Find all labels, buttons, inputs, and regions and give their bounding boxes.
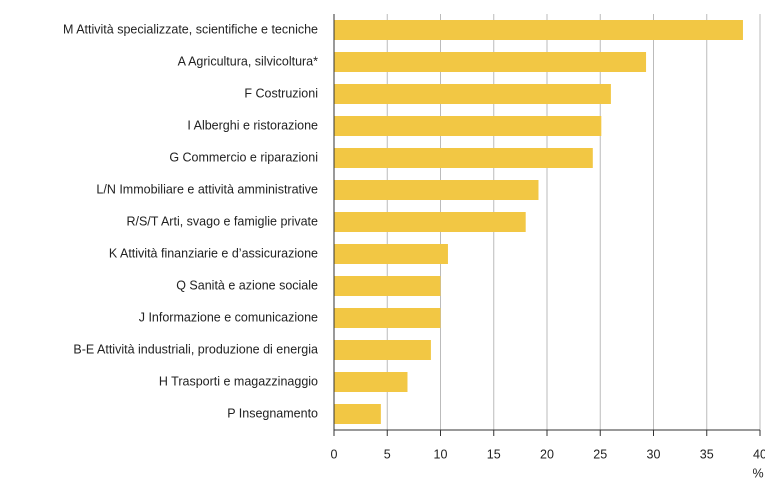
- x-tick-label: 40: [753, 447, 765, 461]
- bar: [334, 148, 593, 168]
- y-tick-label: B-E Attività industriali, produzione di …: [73, 342, 318, 356]
- x-tick-label: 15: [487, 447, 501, 461]
- y-tick-label: M Attività specializzate, scientifiche e…: [63, 22, 318, 36]
- x-tick-label: 35: [700, 447, 714, 461]
- y-tick-label: R/S/T Arti, svago e famiglie private: [126, 214, 318, 228]
- y-tick-label: J Informazione e comunicazione: [139, 310, 318, 324]
- x-tick-label: 30: [647, 447, 661, 461]
- x-tick-label: 10: [434, 447, 448, 461]
- bar: [334, 116, 602, 136]
- x-axis-label: %: [752, 466, 763, 480]
- bar: [334, 212, 526, 232]
- y-tick-label: A Agricultura, silvicoltura*: [178, 54, 318, 68]
- bar: [334, 372, 408, 392]
- bar: [334, 308, 441, 328]
- y-tick-label: F Costruzioni: [244, 86, 318, 100]
- x-tick-label: 20: [540, 447, 554, 461]
- bar: [334, 244, 448, 264]
- bar: [334, 52, 647, 72]
- bar: [334, 404, 381, 424]
- bar: [334, 84, 611, 104]
- y-tick-label: H Trasporti e magazzinaggio: [159, 374, 318, 388]
- x-tick-label: 5: [384, 447, 391, 461]
- bar: [334, 340, 431, 360]
- y-tick-label: I Alberghi e ristorazione: [187, 118, 318, 132]
- y-tick-label: L/N Immobiliare e attività amministrativ…: [96, 182, 318, 196]
- y-tick-label: Q Sanità e azione sociale: [176, 278, 318, 292]
- y-tick-label: K Attività finanziarie e d’assicurazione: [109, 246, 318, 260]
- bar: [334, 276, 441, 296]
- x-tick-label: 0: [331, 447, 338, 461]
- x-tick-label: 25: [593, 447, 607, 461]
- bar: [334, 20, 743, 40]
- bar: [334, 180, 539, 200]
- y-tick-label: G Commercio e riparazioni: [169, 150, 318, 164]
- y-tick-label: P Insegnamento: [227, 406, 318, 420]
